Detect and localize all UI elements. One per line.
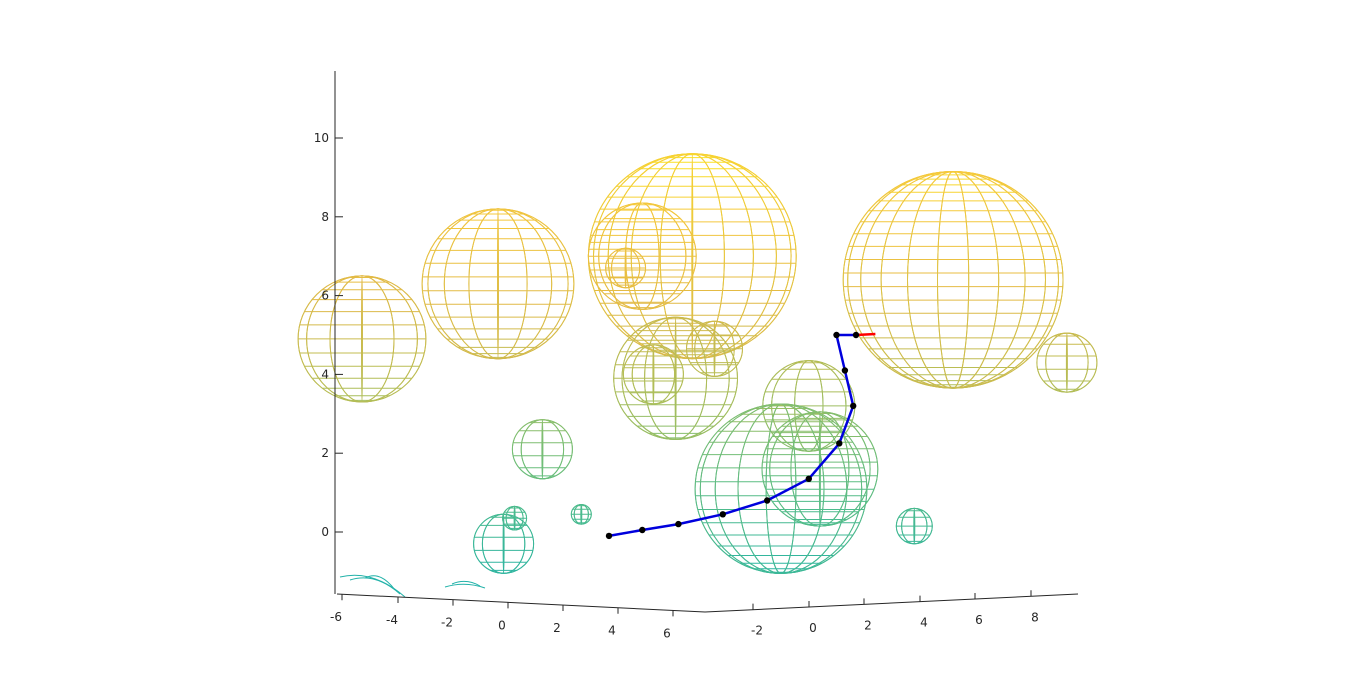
obstacle-sphere bbox=[605, 247, 647, 289]
x-axis-line bbox=[336, 593, 706, 613]
z-axis: 0 2 4 6 8 10 bbox=[314, 71, 343, 594]
y-tick-label: -2 bbox=[751, 624, 763, 638]
sphere-longitude-line bbox=[818, 411, 821, 527]
x-axis: -6 -4 -2 0 2 4 6 bbox=[330, 593, 706, 640]
sphere-longitude-line bbox=[297, 275, 427, 403]
sphere-longitude-line bbox=[541, 419, 544, 480]
sphere-longitude-line bbox=[674, 316, 677, 440]
sphere-longitude-line bbox=[713, 320, 716, 377]
sphere-longitude-line bbox=[907, 170, 1000, 389]
obstacle-sphere bbox=[686, 320, 743, 377]
sphere-longitude-line bbox=[580, 504, 583, 525]
sphere-longitude-line bbox=[686, 320, 743, 377]
sphere-longitude-line bbox=[587, 202, 697, 310]
path-waypoint bbox=[841, 367, 849, 374]
y-tick-label: 0 bbox=[809, 621, 817, 635]
sphere-longitude-line bbox=[605, 247, 647, 289]
sphere-longitude-line bbox=[937, 170, 970, 389]
path-waypoint bbox=[639, 526, 646, 534]
x-tick-label: 6 bbox=[663, 626, 671, 640]
x-tick-label: 4 bbox=[608, 624, 616, 638]
obstacle-spheres bbox=[297, 153, 1098, 598]
sphere-longitude-line bbox=[1036, 332, 1098, 393]
sphere-longitude-line bbox=[913, 507, 916, 545]
obstacle-sphere bbox=[613, 316, 738, 440]
obstacle-sphere bbox=[502, 505, 528, 531]
axes: 0 2 4 6 8 10 -6 -4 -2 0 2 4 6 -2 0 2 4 6 8 bbox=[314, 71, 1079, 640]
path-waypoint bbox=[719, 511, 726, 518]
z-tick-label: 0 bbox=[321, 525, 329, 539]
fragment-line bbox=[339, 574, 406, 598]
sphere-longitude-line bbox=[880, 170, 1026, 389]
y-tick-label: 4 bbox=[920, 616, 928, 630]
sphere-longitude-line bbox=[847, 170, 1059, 389]
sphere-longitude-line bbox=[880, 170, 1026, 389]
sphere-longitude-line bbox=[497, 208, 499, 360]
obstacle-sphere bbox=[421, 208, 575, 360]
obstacle-sphere bbox=[622, 344, 684, 405]
sphere-longitude-line bbox=[895, 507, 933, 545]
floor-sphere-fragment bbox=[339, 574, 486, 598]
y-axis: -2 0 2 4 6 8 bbox=[704, 590, 1079, 638]
y-tick-label: 2 bbox=[864, 618, 872, 632]
obstacle-sphere bbox=[297, 275, 427, 403]
obstacle-sphere bbox=[895, 507, 933, 545]
path-waypoint bbox=[605, 532, 613, 540]
sphere-longitude-line bbox=[622, 344, 684, 405]
sphere-longitude-line bbox=[513, 505, 516, 531]
sphere-longitude-line bbox=[847, 170, 1059, 389]
obstacle-sphere bbox=[842, 170, 1064, 389]
z-tick-label: 8 bbox=[321, 210, 329, 224]
y-tick-label: 8 bbox=[1031, 610, 1039, 624]
path-waypoint bbox=[850, 402, 857, 410]
obstacle-sphere bbox=[761, 411, 879, 527]
obstacle-sphere bbox=[1036, 332, 1098, 393]
sphere-longitude-line bbox=[842, 170, 1064, 389]
x-tick-label: -2 bbox=[441, 616, 453, 630]
x-tick-label: -6 bbox=[330, 610, 342, 624]
sphere-longitude-line bbox=[570, 504, 592, 525]
fragment-line bbox=[451, 580, 481, 587]
sphere-longitude-line bbox=[361, 275, 363, 403]
z-tick-label: 4 bbox=[321, 367, 329, 381]
path-waypoint bbox=[764, 497, 771, 504]
path-waypoint bbox=[852, 331, 860, 339]
path-waypoint bbox=[833, 331, 840, 339]
sphere-longitude-line bbox=[421, 208, 575, 360]
sphere-longitude-line bbox=[511, 419, 573, 480]
sphere-longitude-line bbox=[860, 170, 1046, 389]
path-waypoint bbox=[675, 520, 682, 528]
y-axis-line bbox=[704, 593, 1079, 613]
x-tick-label: 0 bbox=[498, 618, 506, 632]
fragment-line bbox=[364, 575, 396, 591]
x-tick-label: -4 bbox=[386, 613, 398, 627]
obstacle-sphere bbox=[511, 419, 573, 480]
sphere-longitude-line bbox=[652, 344, 655, 405]
path-waypoint bbox=[805, 475, 812, 482]
obstacle-sphere bbox=[570, 504, 592, 525]
sphere-longitude-line bbox=[842, 170, 1064, 389]
fragment-line bbox=[349, 577, 401, 595]
sphere-longitude-line bbox=[502, 505, 528, 531]
fragment-line bbox=[444, 583, 486, 589]
sphere-longitude-line bbox=[860, 170, 1046, 389]
sphere-longitude-line bbox=[624, 247, 627, 289]
z-tick-label: 10 bbox=[314, 131, 329, 145]
obstacle-sphere bbox=[587, 202, 697, 310]
z-tick-label: 2 bbox=[321, 446, 329, 460]
sphere-longitude-line bbox=[761, 411, 879, 527]
sphere-longitude-line bbox=[1065, 332, 1068, 393]
goal-marker bbox=[855, 332, 876, 337]
z-tick-label: 6 bbox=[321, 289, 329, 303]
sphere-longitude-line bbox=[613, 316, 738, 440]
sphere-longitude-line bbox=[907, 170, 1000, 389]
path-waypoint bbox=[836, 440, 843, 447]
x-tick-label: 2 bbox=[553, 621, 561, 635]
trajectory-path bbox=[605, 331, 876, 540]
y-tick-label: 6 bbox=[975, 613, 983, 627]
